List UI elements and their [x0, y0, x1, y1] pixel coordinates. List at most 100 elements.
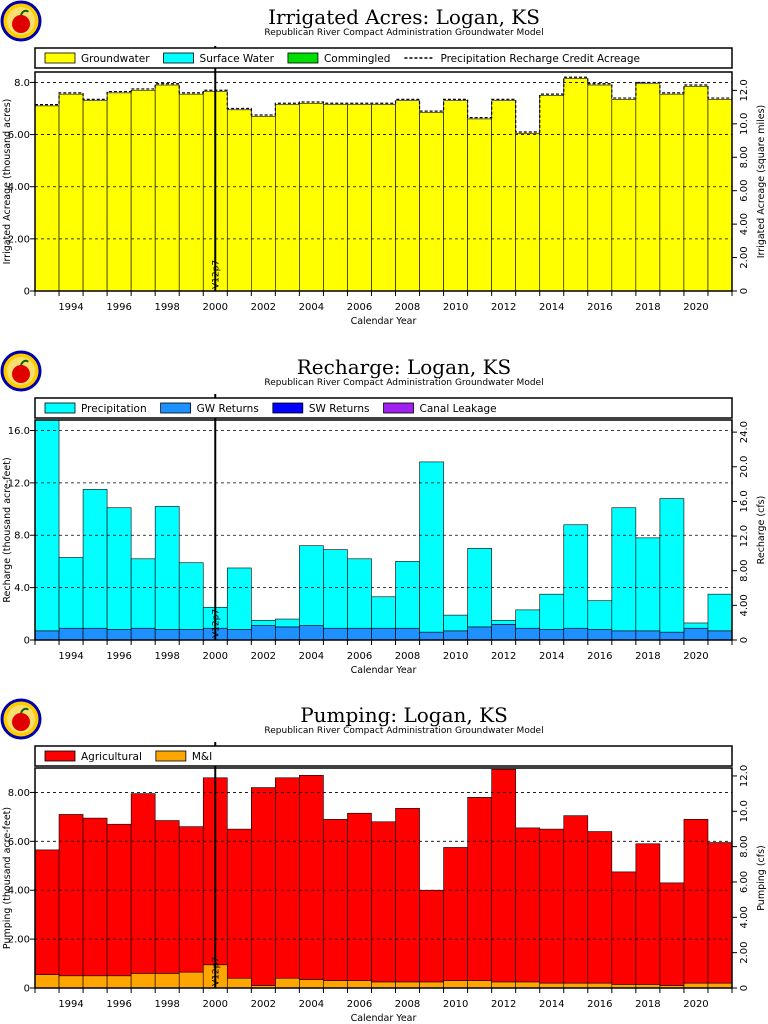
chart-title: Irrigated Acres: Logan, KS: [268, 5, 540, 29]
y2-tick-label: 8.00: [739, 560, 750, 582]
x-tick-label: 1998: [154, 651, 179, 662]
bar-groundwater: [106, 92, 132, 292]
bar-precipitation: [491, 620, 516, 625]
y2-tick-label: 0: [739, 985, 750, 991]
bar-precipitation: [707, 593, 733, 632]
x-tick-label: 2002: [251, 999, 276, 1010]
bar-agricultural: [611, 871, 637, 985]
legend-label: Precipitation: [81, 403, 147, 415]
y-tick-label: 0: [24, 287, 30, 298]
bar-m-i: [178, 971, 204, 989]
bar-groundwater: [395, 100, 420, 292]
bar-groundwater: [707, 99, 733, 292]
y2-tick-label: 12.0: [739, 765, 750, 787]
x-tick-label: 2008: [395, 651, 420, 662]
legend-swatch: [44, 402, 76, 414]
bar-gw-returns: [299, 625, 324, 641]
bar-gw-returns: [635, 630, 661, 641]
x-tick-label: 2014: [539, 651, 564, 662]
x-tick-label: 2012: [491, 999, 516, 1010]
x-tick-label: 2016: [587, 999, 612, 1010]
bar-agricultural: [82, 817, 108, 977]
bar-agricultural: [347, 812, 372, 981]
y-tick-label: 6.00: [8, 130, 30, 141]
bar-groundwater: [515, 132, 541, 292]
bar-agricultural: [563, 815, 589, 984]
y2-tick-label: 2.00: [739, 942, 750, 964]
y2-tick-label: 0: [739, 637, 750, 643]
x-tick-label: 1996: [106, 302, 131, 313]
x-tick-label: 2002: [251, 302, 276, 313]
y2-axis-label: Irrigated Acreage (square miles): [756, 105, 767, 259]
bar-precipitation: [226, 567, 252, 630]
x-tick-label: 1994: [58, 302, 83, 313]
legend-label: Commingled: [324, 53, 391, 65]
bar-gw-returns: [491, 623, 516, 641]
bar-agricultural: [515, 827, 541, 983]
x-tick-label: 2018: [635, 302, 660, 313]
bar-agricultural: [226, 828, 252, 979]
chart-subtitle: Republican River Compact Administration …: [264, 378, 544, 388]
y-tick-label: 12.0: [8, 478, 30, 489]
bar-agricultural: [491, 768, 516, 983]
bar-groundwater: [467, 118, 492, 292]
bar-precipitation: [299, 545, 324, 626]
bar-precipitation: [178, 562, 204, 630]
legend-label: GW Returns: [197, 403, 259, 415]
bar-groundwater: [635, 83, 661, 292]
bar-precipitation: [347, 558, 372, 629]
legend-swatch: [155, 750, 187, 762]
y-tick-label: 16.0: [8, 426, 30, 437]
bar-gw-returns: [347, 627, 372, 641]
bar-groundwater: [563, 78, 589, 292]
bar-precipitation: [130, 558, 156, 629]
legend-label: Agricultural: [81, 751, 142, 763]
bar-precipitation: [539, 593, 565, 630]
bar-groundwater: [419, 112, 444, 292]
bar-agricultural: [154, 820, 180, 974]
bar-precipitation: [58, 557, 84, 629]
pumping-chart: Pumping: Logan, KS Republican River Comp…: [0, 698, 768, 1024]
y-tick-label: 0: [24, 636, 30, 647]
bar-groundwater: [371, 104, 396, 292]
y2-tick-label: 10.0: [739, 800, 750, 822]
bar-m-i: [58, 975, 84, 989]
bar-agricultural: [251, 787, 276, 986]
y2-tick-label: 12.0: [739, 525, 750, 547]
bar-agricultural: [34, 849, 60, 975]
x-tick-label: 2008: [395, 999, 420, 1010]
y2-axis-label: Recharge (cfs): [756, 496, 767, 565]
bar-gw-returns: [226, 629, 252, 641]
chart-plot-area: 0 2.00 4.00 6.00 8.00 0 2.00 4.00 6.00 8.00 10.0 12…: [2, 742, 767, 1024]
bar-agricultural: [130, 793, 156, 974]
bar-m-i: [467, 980, 492, 989]
bar-gw-returns: [371, 627, 396, 641]
bar-agricultural: [106, 823, 132, 977]
bar-groundwater: [443, 100, 468, 292]
y-tick-label: 4.00: [8, 886, 30, 897]
legend-swatch: [160, 402, 192, 414]
y-tick-label: 2.00: [8, 935, 30, 946]
bar-agricultural: [659, 882, 685, 986]
bar-gw-returns: [275, 626, 300, 641]
bar-agricultural: [178, 826, 204, 973]
bar-precipitation: [419, 461, 444, 633]
bar-groundwater: [34, 105, 60, 292]
bar-precipitation: [587, 600, 613, 630]
bar-gw-returns: [395, 627, 420, 641]
bar-gw-returns: [659, 631, 685, 641]
x-tick-label: 1998: [154, 999, 179, 1010]
legend-label: Canal Leakage: [420, 403, 497, 415]
bar-gw-returns: [587, 629, 613, 641]
bar-gw-returns: [419, 631, 444, 641]
bar-gw-returns: [106, 629, 132, 641]
y-tick-label: 6.00: [8, 837, 30, 848]
plot-frame: [34, 767, 733, 989]
bar-m-i: [491, 981, 516, 989]
bar-agricultural: [58, 814, 84, 977]
x-tick-label: 2012: [491, 651, 516, 662]
x-tick-label: 2010: [443, 999, 468, 1010]
bar-gw-returns: [251, 625, 276, 641]
bar-precipitation: [371, 596, 396, 629]
bar-m-i: [299, 979, 324, 989]
